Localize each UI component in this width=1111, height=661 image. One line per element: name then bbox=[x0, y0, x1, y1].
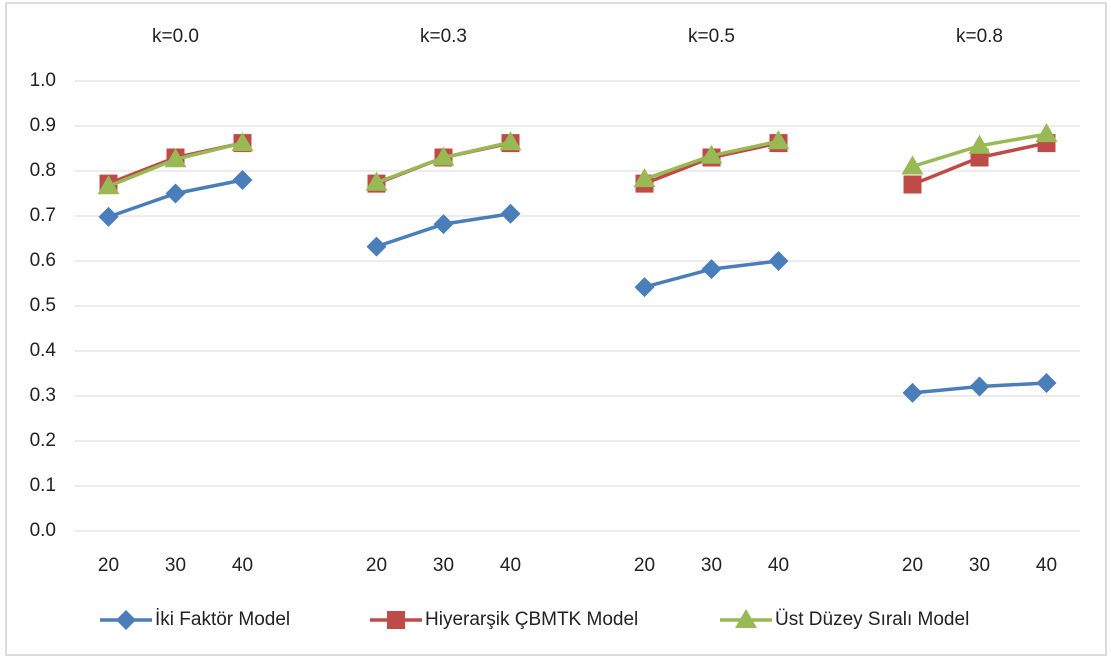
chart-border bbox=[5, 2, 1107, 656]
data-point bbox=[231, 132, 254, 152]
data-point bbox=[901, 155, 924, 175]
legend-marker bbox=[735, 609, 757, 628]
data-point bbox=[968, 134, 991, 154]
data-point bbox=[499, 131, 522, 151]
x-tick-label: 30 bbox=[165, 555, 186, 576]
data-point bbox=[767, 130, 790, 150]
x-tick-label: 20 bbox=[634, 555, 655, 576]
data-point bbox=[97, 175, 120, 195]
legend-label: Üst Düzey Sıralı Model bbox=[775, 609, 969, 630]
data-point bbox=[433, 214, 454, 235]
data-point bbox=[500, 203, 521, 224]
data-point bbox=[98, 206, 119, 227]
legend-label: Hiyerarşik ÇBMTK Model bbox=[425, 609, 638, 630]
data-point bbox=[366, 236, 387, 257]
y-tick-label: 0.1 bbox=[30, 475, 56, 496]
data-point bbox=[700, 144, 723, 164]
y-tick-label: 0.8 bbox=[30, 160, 56, 181]
x-tick-label: 20 bbox=[98, 555, 119, 576]
data-point bbox=[232, 170, 253, 190]
data-point bbox=[902, 382, 923, 403]
data-point bbox=[969, 376, 990, 397]
data-point bbox=[365, 171, 388, 191]
x-tick-label: 40 bbox=[768, 555, 789, 576]
y-tick-label: 0.3 bbox=[30, 385, 56, 406]
y-tick-label: 0.2 bbox=[30, 430, 56, 451]
y-tick-label: 0.0 bbox=[30, 520, 56, 541]
y-tick-label: 0.7 bbox=[30, 205, 56, 226]
data-point bbox=[633, 168, 656, 188]
x-tick-label: 40 bbox=[500, 555, 521, 576]
x-tick-label: 30 bbox=[701, 555, 722, 576]
group-label: k=0.8 bbox=[956, 26, 1003, 47]
data-point bbox=[432, 146, 455, 166]
y-tick-label: 0.5 bbox=[30, 295, 56, 316]
x-tick-label: 20 bbox=[902, 555, 923, 576]
y-tick-label: 1.0 bbox=[30, 70, 56, 91]
group-label: k=0.5 bbox=[688, 26, 735, 47]
y-tick-label: 0.9 bbox=[30, 115, 56, 136]
x-tick-label: 30 bbox=[969, 555, 990, 576]
data-point bbox=[165, 183, 186, 204]
data-point bbox=[1036, 372, 1057, 393]
legend-label: İki Faktör Model bbox=[155, 609, 290, 630]
group-label: k=0.0 bbox=[152, 26, 199, 47]
legend-marker bbox=[387, 611, 405, 629]
x-tick-label: 40 bbox=[232, 555, 253, 576]
data-point bbox=[1035, 123, 1058, 143]
x-tick-label: 30 bbox=[433, 555, 454, 576]
legend-marker bbox=[116, 610, 136, 630]
x-tick-label: 20 bbox=[366, 555, 387, 576]
y-tick-label: 0.6 bbox=[30, 250, 56, 271]
data-point bbox=[701, 259, 722, 280]
x-tick-label: 40 bbox=[1036, 555, 1057, 576]
data-point bbox=[634, 277, 655, 298]
data-point bbox=[903, 175, 922, 194]
group-label: k=0.3 bbox=[420, 26, 467, 47]
y-tick-label: 0.4 bbox=[30, 340, 57, 361]
data-point bbox=[164, 148, 187, 168]
data-point bbox=[768, 251, 789, 271]
